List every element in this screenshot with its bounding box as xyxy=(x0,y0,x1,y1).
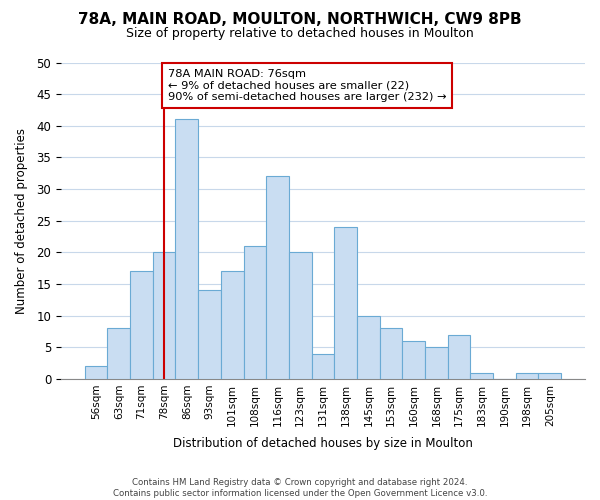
Y-axis label: Number of detached properties: Number of detached properties xyxy=(15,128,28,314)
Bar xyxy=(470,372,493,379)
Bar xyxy=(266,176,289,379)
Bar xyxy=(334,227,357,379)
Bar xyxy=(425,348,448,379)
Bar xyxy=(380,328,403,379)
X-axis label: Distribution of detached houses by size in Moulton: Distribution of detached houses by size … xyxy=(173,437,473,450)
Bar xyxy=(403,341,425,379)
Bar xyxy=(516,372,538,379)
Bar xyxy=(107,328,130,379)
Text: 78A, MAIN ROAD, MOULTON, NORTHWICH, CW9 8PB: 78A, MAIN ROAD, MOULTON, NORTHWICH, CW9 … xyxy=(78,12,522,28)
Bar xyxy=(175,120,198,379)
Bar xyxy=(153,252,175,379)
Bar xyxy=(357,316,380,379)
Text: Contains HM Land Registry data © Crown copyright and database right 2024.
Contai: Contains HM Land Registry data © Crown c… xyxy=(113,478,487,498)
Bar xyxy=(221,272,244,379)
Text: 78A MAIN ROAD: 76sqm
← 9% of detached houses are smaller (22)
90% of semi-detach: 78A MAIN ROAD: 76sqm ← 9% of detached ho… xyxy=(167,69,446,102)
Bar xyxy=(198,290,221,379)
Bar xyxy=(538,372,561,379)
Bar xyxy=(311,354,334,379)
Bar xyxy=(85,366,107,379)
Bar xyxy=(289,252,311,379)
Bar xyxy=(130,272,153,379)
Text: Size of property relative to detached houses in Moulton: Size of property relative to detached ho… xyxy=(126,28,474,40)
Bar xyxy=(448,334,470,379)
Bar xyxy=(244,246,266,379)
